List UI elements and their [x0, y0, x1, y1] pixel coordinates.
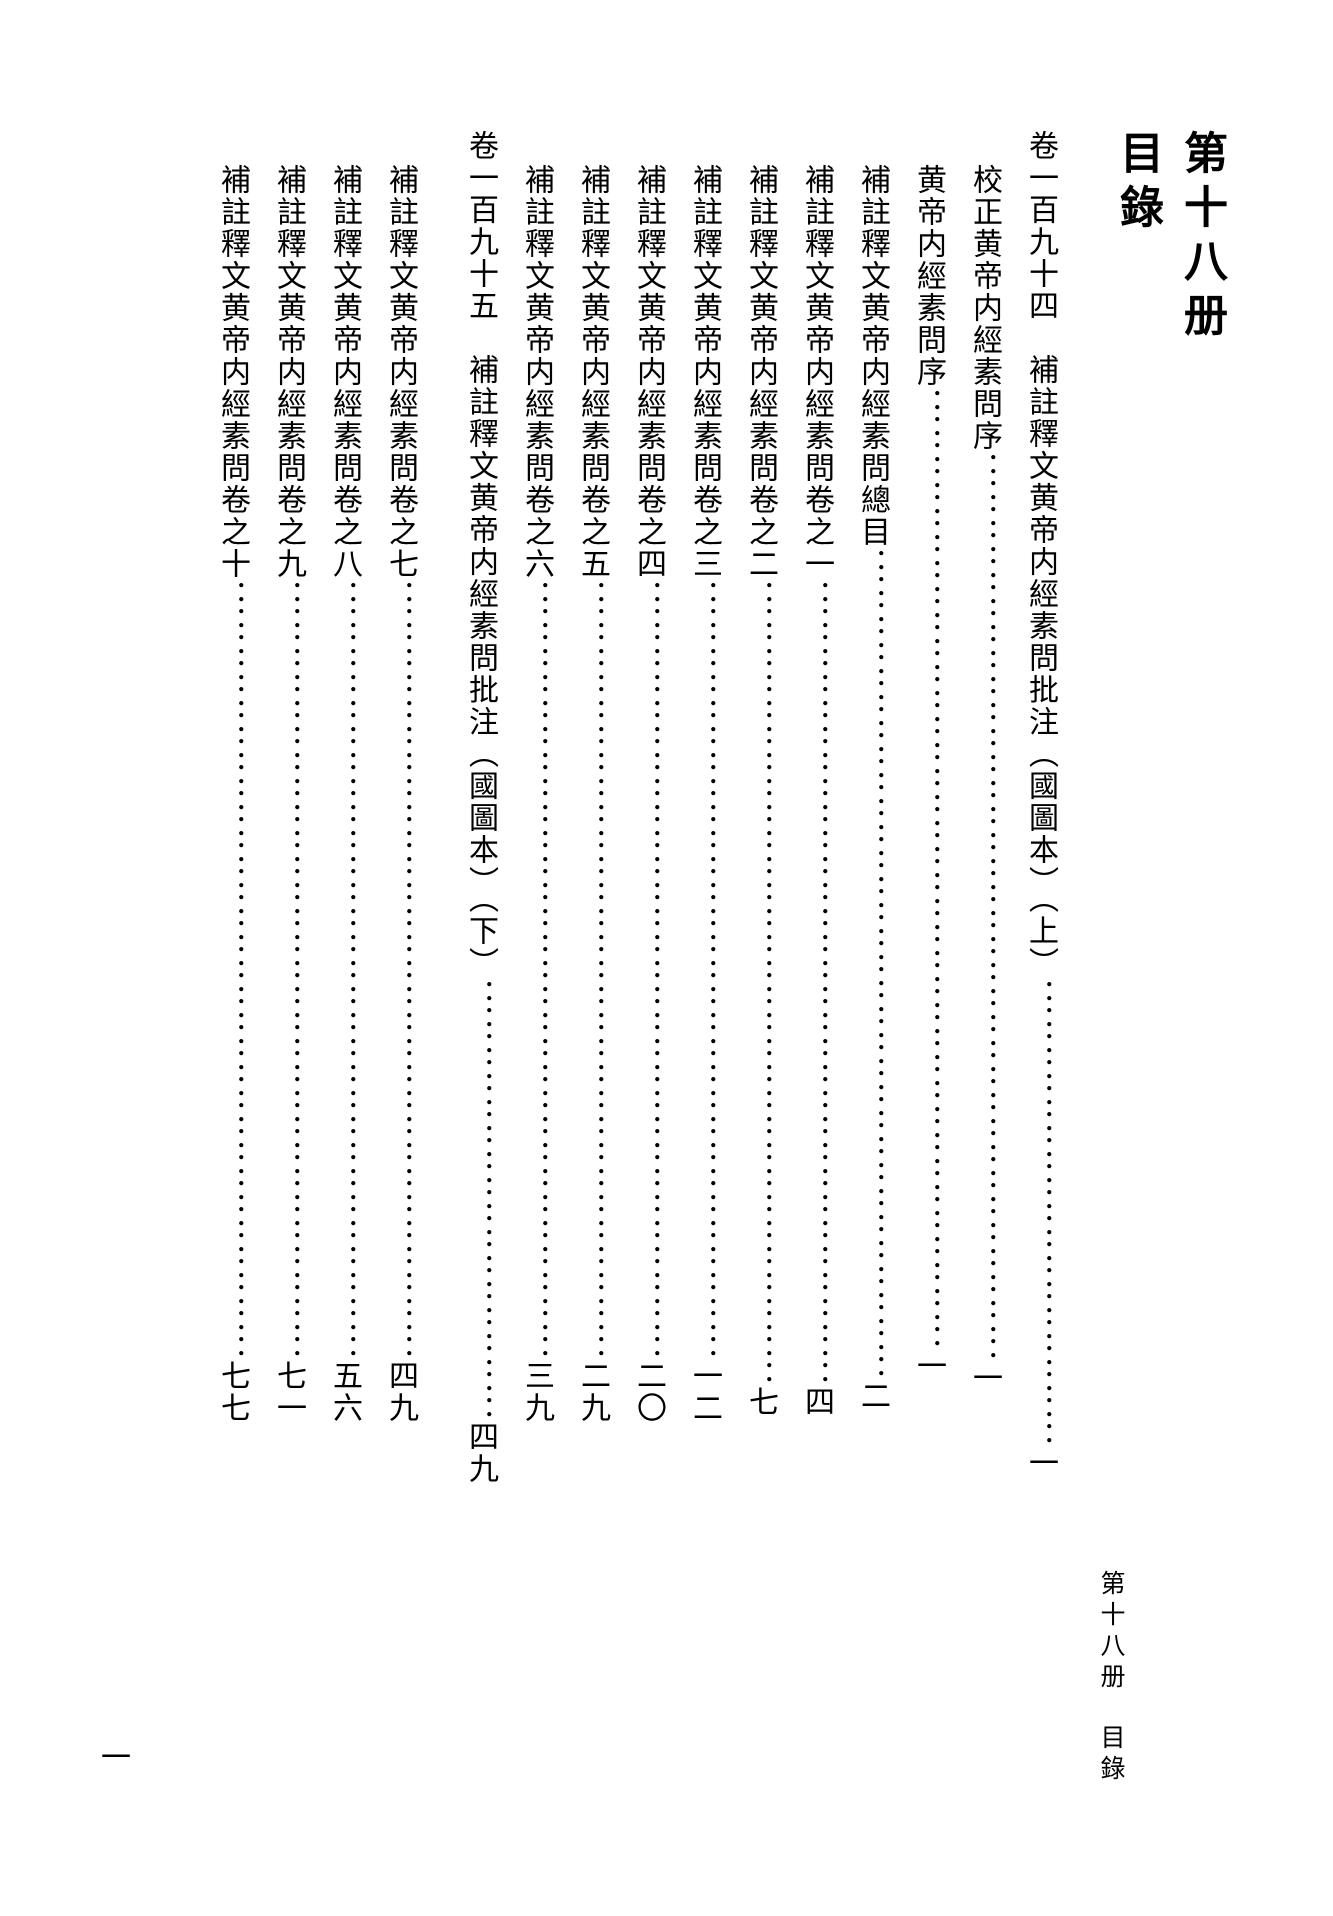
leader-dots: ：：：：：：：：：：：：：：：：：：：：：：：：：：：：：：：：：：： [969, 452, 1000, 1362]
title-line-1: 第十八册 [1169, 130, 1233, 510]
toc-page-ref: 一 [1024, 1447, 1057, 1479]
toc-page-ref: 四 [800, 1386, 833, 1418]
toc-label: 補註釋文黄帝内經素問卷之一 [800, 164, 833, 580]
leader-dots: ：：：：：：：：：：：：：：：：：：：：：：：：：：：：：： [217, 580, 248, 1360]
toc-line: 補註釋文黄帝内經素問總目：：：：：：：：：：：：：：：：：：：：：：：：：：：：… [857, 130, 887, 1750]
toc-entry: 補註釋文黄帝内經素問卷之九：：：：：：：：：：：：：：：：：：：：：：：：：：：… [273, 130, 303, 1750]
toc-line: 補註釋文黄帝内經素問卷之一：：：：：：：：：：：：：：：：：：：：：：：：：：：… [801, 130, 831, 1750]
leader-dots: ：：：：：：：：：：：：：：：：：：：：：：：：：：：：：： [385, 580, 416, 1360]
toc-entry: 補註釋文黄帝内經素問卷之二：：：：：：：：：：：：：：：：：：：：：：：：：：：… [745, 130, 775, 1750]
toc-entry: 補註釋文黄帝内經素問卷之三：：：：：：：：：：：：：：：：：：：：：：：：：：：… [689, 130, 719, 1750]
toc-line: 補註釋文黄帝内經素問卷之九：：：：：：：：：：：：：：：：：：：：：：：：：：：… [273, 130, 303, 1750]
toc-page-ref: 二〇 [632, 1360, 665, 1424]
leader-dots: ：：：：：：：：：：：：：：：：：：：：：：：：：：：：：： [521, 580, 552, 1360]
toc-page-ref: 七 [744, 1386, 777, 1418]
toc-page-ref: 一 [968, 1362, 1001, 1394]
toc-entry: 校正黄帝内經素問序：：：：：：：：：：：：：：：：：：：：：：：：：：：：：：：… [969, 130, 999, 1750]
toc-label: 補註釋文黄帝内經素問卷之八 [328, 164, 361, 580]
toc-entry: 補註釋文黄帝内經素問卷之四：：：：：：：：：：：：：：：：：：：：：：：：：：：… [633, 130, 663, 1750]
leader-dots: ：：：：：：：：：：：：：：：：：：：：：：：：：：：：：：： [745, 580, 776, 1386]
toc-entry: 補註釋文黄帝内經素問卷之十：：：：：：：：：：：：：：：：：：：：：：：：：：：… [217, 130, 247, 1750]
toc-label: 補註釋文黄帝内經素問卷之四 [632, 164, 665, 580]
running-head: 第十八册目錄 [1092, 1570, 1128, 1786]
toc-line: 黄帝内經素問序：：：：：：：：：：：：：：：：：：：：：：：：：：：：：：：：：… [913, 130, 943, 1750]
toc-page-ref: 七一 [272, 1360, 305, 1424]
leader-dots: ：：：：：：：：：：：：：：：：： [465, 979, 496, 1421]
leader-dots: ：：：：：：：：：：：：：：：：：： [1025, 979, 1056, 1447]
toc-label: 補註釋文黄帝内經素問卷之九 [272, 164, 305, 580]
toc-page-ref: 五六 [328, 1360, 361, 1424]
toc-label: 黄帝内經素問序 [912, 164, 945, 388]
leader-dots: ：：：：：：：：：：：：：：：：：：：：：：：：：：：：：： [689, 580, 720, 1360]
toc-label: 補註釋文黄帝内經素問卷之二 [744, 164, 777, 580]
leader-dots: ：：：：：：：：：：：：：：：：：：：：：：：：：：：：：： [329, 580, 360, 1360]
toc-line: 卷一百九十五 補註釋文黄帝内經素問批注（國圖本）（下）：：：：：：：：：：：：：… [465, 130, 495, 1750]
title-line-2: 目錄 [1105, 130, 1169, 510]
toc-page-ref: 三九 [520, 1360, 553, 1424]
leader-dots: ：：：：：：：：：：：：：：：：：：：：：：：：：：：：：： [633, 580, 664, 1360]
toc-line: 補註釋文黄帝内經素問卷之七：：：：：：：：：：：：：：：：：：：：：：：：：：：… [385, 130, 415, 1750]
toc-entry: 補註釋文黄帝内經素問卷之八：：：：：：：：：：：：：：：：：：：：：：：：：：：… [329, 130, 359, 1750]
running-section: 目錄 [1097, 1724, 1124, 1786]
toc-line: 補註釋文黄帝内經素問卷之五：：：：：：：：：：：：：：：：：：：：：：：：：：：… [577, 130, 607, 1750]
toc-line: 補註釋文黄帝内經素問卷之二：：：：：：：：：：：：：：：：：：：：：：：：：：：… [745, 130, 775, 1750]
toc-entry: 補註釋文黄帝内經素問卷之一：：：：：：：：：：：：：：：：：：：：：：：：：：：… [801, 130, 831, 1750]
toc-columns: 卷一百九十四 補註釋文黄帝内經素問批注（國圖本）（上）：：：：：：：：：：：：：… [217, 130, 1055, 1750]
page-number: 一 [90, 1741, 134, 1771]
page-title: 第十八册 目錄 [1105, 130, 1233, 510]
toc-entry: 補註釋文黄帝内經素問卷之六：：：：：：：：：：：：：：：：：：：：：：：：：：：… [521, 130, 551, 1750]
toc-section-heading: 卷一百九十四 補註釋文黄帝内經素問批注（國圖本）（上）：：：：：：：：：：：：：… [1025, 130, 1055, 1750]
toc-page-ref: 二 [856, 1380, 889, 1412]
toc-page: 第十八册 目錄 卷一百九十四 補註釋文黄帝内經素問批注（國圖本）（上）：：：：：… [80, 130, 1233, 1796]
toc-section-heading: 卷一百九十五 補註釋文黄帝内經素問批注（國圖本）（下）：：：：：：：：：：：：：… [465, 130, 495, 1750]
leader-dots: ：：：：：：：：：：：：：：：：：：：：：：：：：：：：：：：： [857, 548, 888, 1380]
toc-label: 補註釋文黄帝内經素問卷之五 [576, 164, 609, 580]
leader-dots: ：：：：：：：：：：：：：：：：：：：：：：：：：：：：：：：：：：：：： [913, 388, 944, 1350]
toc-label: 補註釋文黄帝内經素問總目 [856, 164, 889, 548]
toc-entry: 補註釋文黄帝内經素問總目：：：：：：：：：：：：：：：：：：：：：：：：：：：：… [857, 130, 887, 1750]
toc-label: 補註釋文黄帝内經素問卷之六 [520, 164, 553, 580]
toc-entry: 補註釋文黄帝内經素問卷之七：：：：：：：：：：：：：：：：：：：：：：：：：：：… [385, 130, 415, 1750]
toc-page-ref: 七七 [216, 1360, 249, 1424]
toc-label: 卷一百九十五 補註釋文黄帝内經素問批注（國圖本）（下） [464, 130, 497, 979]
leader-dots: ：：：：：：：：：：：：：：：：：：：：：：：：：：：：：：： [801, 580, 832, 1386]
toc-line: 補註釋文黄帝内經素問卷之六：：：：：：：：：：：：：：：：：：：：：：：：：：：… [521, 130, 551, 1750]
toc-label: 校正黄帝内經素問序 [968, 164, 1001, 452]
toc-entry: 補註釋文黄帝内經素問卷之五：：：：：：：：：：：：：：：：：：：：：：：：：：：… [577, 130, 607, 1750]
toc-page-ref: 四九 [464, 1421, 497, 1485]
running-volume: 第十八册 [1097, 1570, 1124, 1694]
leader-dots: ：：：：：：：：：：：：：：：：：：：：：：：：：：：：：： [273, 580, 304, 1360]
toc-page-ref: 一二 [688, 1360, 721, 1424]
toc-line: 補註釋文黄帝内經素問卷之三：：：：：：：：：：：：：：：：：：：：：：：：：：：… [689, 130, 719, 1750]
toc-label: 卷一百九十四 補註釋文黄帝内經素問批注（國圖本）（上） [1024, 130, 1057, 979]
toc-label: 補註釋文黄帝内經素問卷之十 [216, 164, 249, 580]
toc-entry: 黄帝内經素問序：：：：：：：：：：：：：：：：：：：：：：：：：：：：：：：：：… [913, 130, 943, 1750]
toc-line: 補註釋文黄帝内經素問卷之八：：：：：：：：：：：：：：：：：：：：：：：：：：：… [329, 130, 359, 1750]
toc-line: 補註釋文黄帝内經素問卷之十：：：：：：：：：：：：：：：：：：：：：：：：：：：… [217, 130, 247, 1750]
toc-label: 補註釋文黄帝内經素問卷之七 [384, 164, 417, 580]
toc-line: 卷一百九十四 補註釋文黄帝内經素問批注（國圖本）（上）：：：：：：：：：：：：：… [1025, 130, 1055, 1750]
toc-page-ref: 二九 [576, 1360, 609, 1424]
toc-label: 補註釋文黄帝内經素問卷之三 [688, 164, 721, 580]
toc-line: 補註釋文黄帝内經素問卷之四：：：：：：：：：：：：：：：：：：：：：：：：：：：… [633, 130, 663, 1750]
leader-dots: ：：：：：：：：：：：：：：：：：：：：：：：：：：：：：： [577, 580, 608, 1360]
toc-page-ref: 一 [912, 1350, 945, 1382]
toc-line: 校正黄帝内經素問序：：：：：：：：：：：：：：：：：：：：：：：：：：：：：：：… [969, 130, 999, 1750]
toc-page-ref: 四九 [384, 1360, 417, 1424]
